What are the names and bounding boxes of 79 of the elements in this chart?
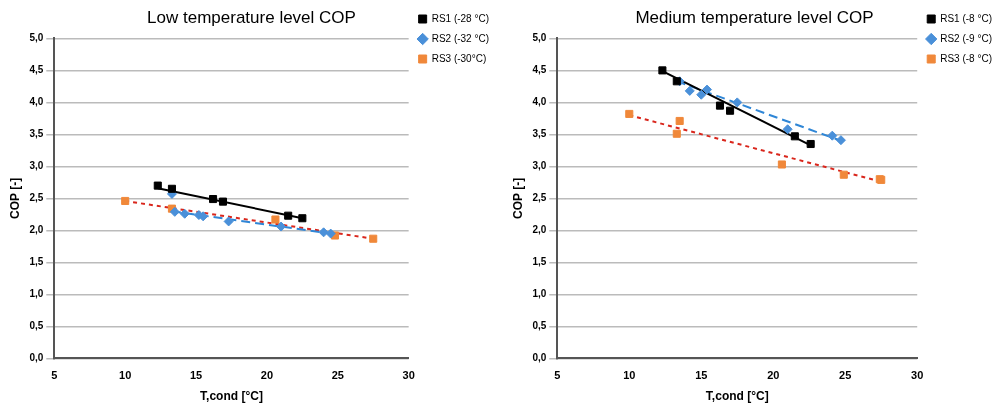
point	[369, 234, 378, 243]
y-tick-label: 5,0	[532, 32, 547, 44]
x-axis-title: T,cond [°C]	[200, 389, 263, 404]
point	[806, 139, 815, 149]
x-tick-label: 25	[331, 369, 344, 382]
y-tick-label: 0,5	[532, 320, 547, 332]
y-tick-label: 1,5	[532, 256, 547, 268]
y-tick-label: 0,5	[29, 320, 44, 332]
x-tick-label: 25	[839, 369, 852, 382]
point	[782, 124, 793, 135]
point	[271, 215, 280, 224]
x-tick-label: 20	[767, 369, 780, 382]
point	[625, 109, 634, 118]
point	[715, 101, 725, 110]
y-tick-label: 1,5	[29, 256, 44, 268]
x-tick-label: 15	[695, 369, 708, 382]
x-tick-label: 15	[189, 369, 203, 382]
point	[777, 160, 786, 169]
chart-title: Medium temperature level COP	[635, 7, 874, 27]
legend-label: RS2 (-32 °C)	[431, 32, 489, 44]
point	[218, 197, 228, 206]
point	[325, 228, 336, 239]
point	[153, 181, 162, 190]
x-tick-label: 30	[402, 369, 415, 382]
x-tick-label: 5	[554, 369, 561, 382]
y-tick-label: 2,5	[532, 192, 547, 204]
x-tick-label: 30	[911, 369, 924, 382]
point	[169, 206, 180, 217]
y-tick-label: 4,5	[29, 64, 44, 76]
legend-label: RS1 (-8 °C)	[940, 12, 993, 24]
y-tick-label: 3,0	[29, 160, 44, 172]
point	[726, 106, 735, 115]
y-tick-label: 3,0	[532, 160, 547, 172]
y-tick-label: 2,0	[532, 224, 547, 236]
y-tick-label: 3,5	[532, 128, 547, 140]
y-tick-label: 1,0	[29, 288, 44, 300]
x-tick-label: 10	[623, 369, 636, 382]
point	[827, 130, 838, 141]
y-tick-label: 5,0	[29, 32, 44, 44]
point	[167, 184, 176, 193]
legend-label: RS3 (-30°C)	[431, 52, 487, 64]
x-axis-title: T,cond [°C]	[705, 389, 769, 404]
point	[702, 84, 713, 95]
point	[209, 195, 218, 204]
point	[658, 66, 667, 75]
y-tick-label: 1,0	[532, 288, 547, 300]
y-axis-title: COP [-]	[7, 177, 22, 219]
point	[672, 77, 681, 86]
y-tick-label: 0,0	[29, 352, 44, 364]
y-tick-label: 0,0	[532, 352, 547, 364]
y-tick-label: 2,0	[29, 224, 44, 236]
legend-label: RS2 (-9 °C)	[940, 32, 993, 44]
point	[318, 227, 329, 238]
point	[732, 97, 743, 108]
point	[179, 208, 190, 219]
y-tick-label: 3,5	[29, 128, 44, 140]
point	[298, 214, 307, 223]
point	[675, 116, 684, 125]
y-tick-label: 4,0	[532, 96, 547, 108]
point	[790, 132, 799, 141]
point	[223, 216, 234, 227]
x-tick-label: 5	[51, 369, 58, 382]
x-tick-label: 10	[119, 369, 132, 382]
point	[839, 170, 848, 179]
y-tick-label: 4,5	[532, 64, 547, 76]
legend-label: RS1 (-28 °C)	[431, 12, 489, 24]
x-tick-label: 20	[260, 369, 274, 382]
y-axis-title: COP [-]	[510, 177, 525, 219]
point	[835, 135, 846, 146]
point	[284, 211, 293, 220]
point	[696, 89, 707, 100]
point	[276, 221, 287, 232]
point	[684, 85, 695, 96]
point	[121, 196, 130, 205]
y-tick-label: 2,5	[29, 192, 44, 204]
y-tick-label: 4,0	[29, 96, 44, 108]
point	[672, 129, 681, 138]
chart-title: Low temperature level COP	[147, 7, 356, 27]
legend-label: RS3 (-8 °C)	[940, 52, 993, 64]
